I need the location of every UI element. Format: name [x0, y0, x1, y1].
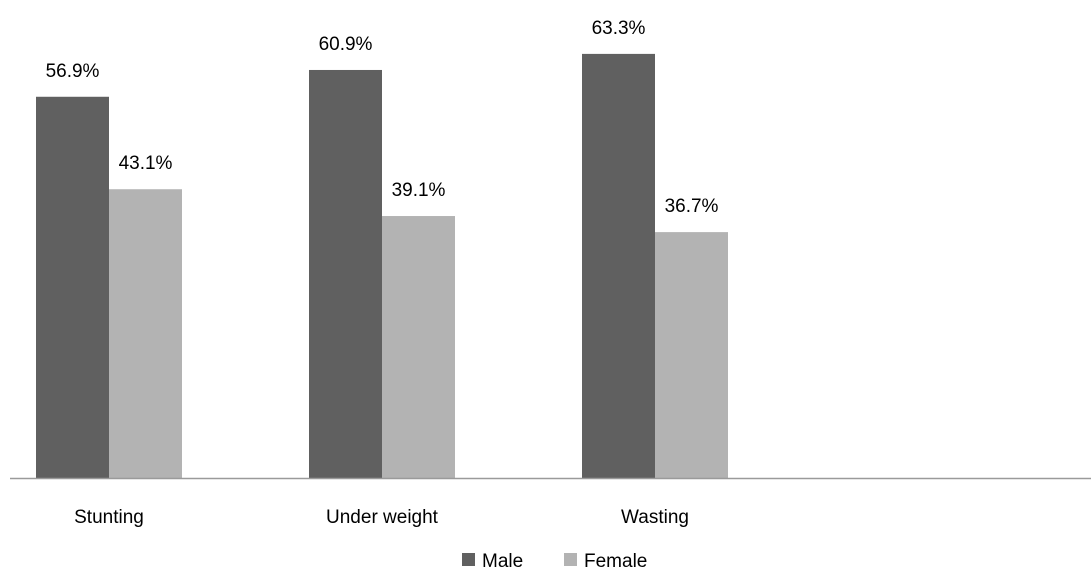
x-tick-label-stunting: Stunting: [74, 507, 144, 528]
legend-swatch-female: [564, 553, 577, 566]
bar-male-wasting: [582, 53, 655, 478]
data-label-male-wasting: 63.3%: [592, 18, 646, 39]
bar-female-stunting: [109, 189, 182, 479]
legend-swatch-male: [462, 553, 475, 566]
data-label-female-wasting: 36.7%: [665, 196, 719, 217]
legend-label-male: Male: [482, 551, 523, 572]
bar-female-wasting: [655, 232, 728, 478]
bars-layer: [36, 53, 728, 479]
data-label-female-stunting: 43.1%: [119, 153, 173, 174]
data-label-female-under-weight: 39.1%: [392, 180, 446, 201]
bar-male-under-weight: [309, 69, 382, 478]
bar-male-stunting: [36, 96, 109, 479]
data-label-male-under-weight: 60.9%: [319, 34, 373, 55]
x-tick-labels: Stunting Under weight Wasting: [74, 507, 689, 528]
bar-female-under-weight: [382, 216, 455, 478]
x-tick-label-wasting: Wasting: [621, 507, 689, 528]
data-label-male-stunting: 56.9%: [46, 61, 100, 82]
data-labels-layer: 56.9% 43.1% 60.9% 39.1% 63.3% 36.7%: [46, 18, 719, 217]
x-tick-label-under-weight: Under weight: [326, 507, 439, 528]
legend: Male Female: [462, 551, 647, 572]
legend-label-female: Female: [584, 551, 647, 572]
